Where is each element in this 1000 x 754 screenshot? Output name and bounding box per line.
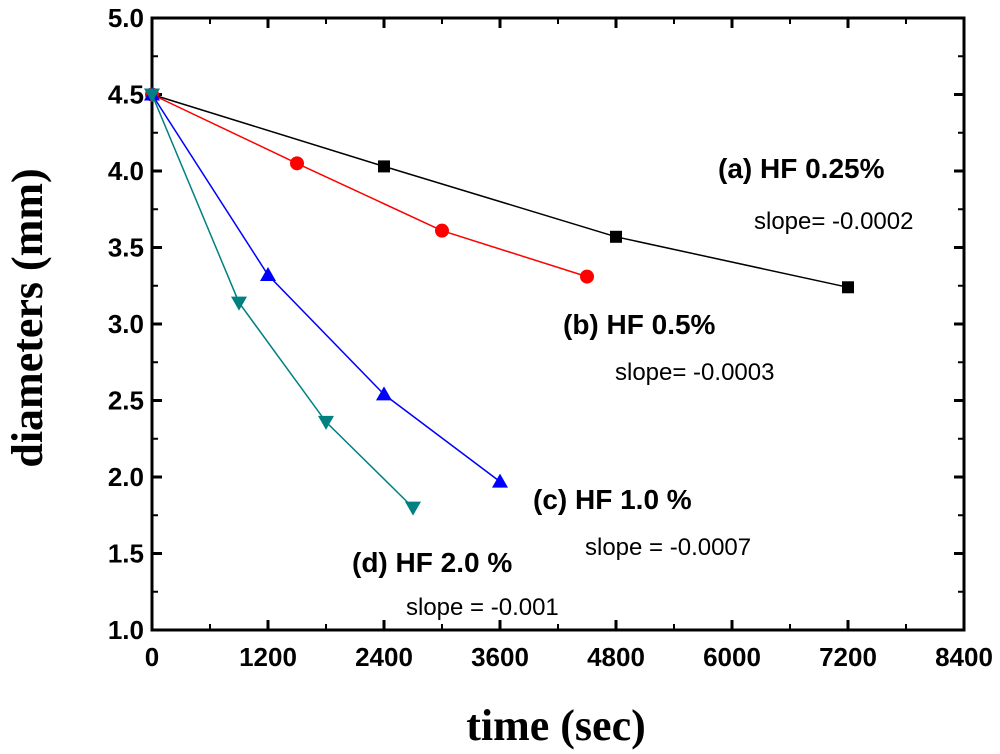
x-tick-label: 4800 bbox=[587, 642, 645, 672]
y-axis-title: diameters (mm) bbox=[3, 168, 52, 467]
series-d-point bbox=[144, 88, 160, 103]
series-c-point bbox=[492, 473, 508, 488]
y-tick-label: 5.0 bbox=[108, 3, 144, 33]
series-b-line bbox=[151, 93, 588, 278]
series-b-label: (b) HF 0.5% bbox=[563, 309, 716, 340]
y-tick-label: 2.0 bbox=[108, 462, 144, 492]
series-a-point bbox=[842, 281, 854, 294]
series-d-slope: slope = -0.001 bbox=[406, 594, 559, 621]
series-b bbox=[145, 87, 594, 284]
series-b-point bbox=[290, 156, 304, 171]
series-d-label: (d) HF 2.0 % bbox=[352, 547, 512, 578]
series-c-slope: slope = -0.0007 bbox=[585, 534, 751, 561]
series-c-label: (c) HF 1.0 % bbox=[533, 484, 692, 515]
x-tick-label: 8400 bbox=[935, 642, 993, 672]
series-c-line bbox=[151, 94, 501, 483]
series-c-point bbox=[376, 386, 392, 401]
series-c bbox=[144, 86, 508, 488]
x-axis-title: time (sec) bbox=[466, 701, 646, 750]
y-tick-label: 1.0 bbox=[108, 615, 144, 645]
y-tick-label: 2.5 bbox=[108, 386, 144, 416]
series-d-line bbox=[151, 94, 414, 509]
series-d-point bbox=[405, 501, 421, 516]
series-b-point bbox=[435, 223, 449, 238]
y-tick-label: 1.5 bbox=[108, 539, 144, 569]
x-tick-label: 6000 bbox=[703, 642, 761, 672]
series-a-point bbox=[378, 160, 390, 173]
series-b-point bbox=[580, 269, 594, 284]
x-tick-label: 7200 bbox=[819, 642, 877, 672]
series-a-slope: slope= -0.0002 bbox=[754, 208, 913, 235]
x-tick-label: 1200 bbox=[239, 642, 297, 672]
series-d-point bbox=[231, 296, 247, 311]
plot-frame bbox=[150, 16, 966, 632]
series-a-point bbox=[610, 230, 622, 243]
x-tick-label: 2400 bbox=[355, 642, 413, 672]
series-b-slope: slope= -0.0003 bbox=[615, 359, 774, 386]
y-tick-label: 4.0 bbox=[108, 156, 144, 186]
series-a-line bbox=[151, 93, 849, 289]
series-c-point bbox=[260, 267, 276, 282]
series-d bbox=[144, 88, 421, 516]
y-tick-label: 4.5 bbox=[108, 80, 144, 110]
y-tick-label: 3.0 bbox=[108, 309, 144, 339]
y-tick-label: 3.5 bbox=[108, 233, 144, 263]
x-tick-label: 0 bbox=[145, 642, 159, 672]
x-tick-label: 3600 bbox=[471, 642, 529, 672]
series-d-point bbox=[318, 415, 334, 430]
series-a bbox=[146, 88, 854, 294]
series-a-label: (a) HF 0.25% bbox=[718, 153, 885, 184]
